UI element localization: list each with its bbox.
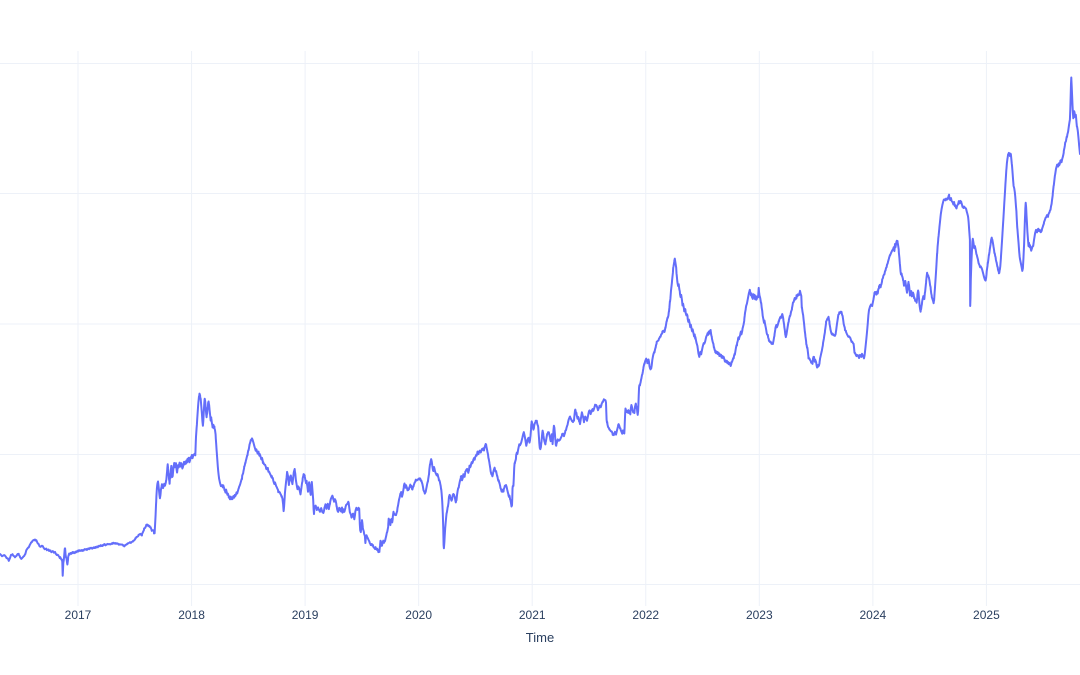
svg-text:2020: 2020 [405,608,432,622]
svg-text:2024: 2024 [859,608,886,622]
svg-text:2017: 2017 [65,608,92,622]
svg-text:2021: 2021 [519,608,546,622]
svg-text:2025: 2025 [973,608,1000,622]
svg-text:Time: Time [526,630,554,645]
svg-text:2019: 2019 [292,608,319,622]
svg-text:2018: 2018 [178,608,205,622]
svg-text:2023: 2023 [746,608,773,622]
svg-text:2022: 2022 [632,608,659,622]
